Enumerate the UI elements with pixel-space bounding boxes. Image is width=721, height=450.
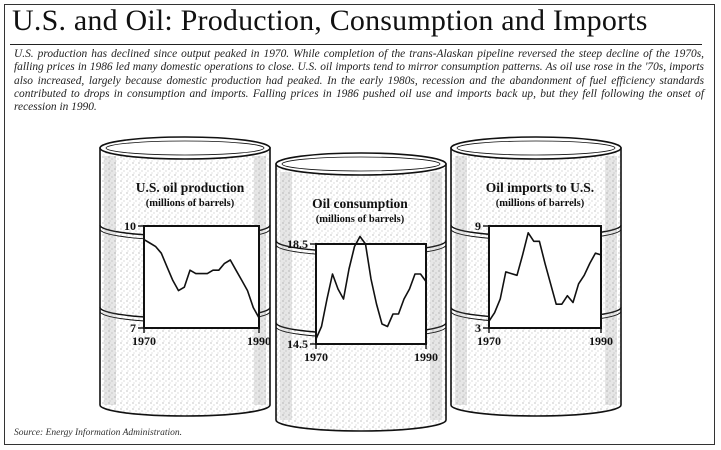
- y-tick-label: 10: [124, 219, 136, 233]
- description-paragraph: U.S. production has declined since outpu…: [14, 48, 704, 114]
- barrel-3: Oil imports to U.S. (millions of barrels)…: [450, 136, 622, 417]
- chart-subtitle: (millions of barrels): [146, 198, 235, 209]
- barrel-shade: [605, 156, 617, 405]
- y-tick-label: 7: [130, 321, 136, 335]
- barrel-shade: [455, 156, 467, 405]
- x-tick-label: 1970: [304, 350, 328, 364]
- x-tick-label: 1970: [132, 334, 156, 348]
- barrel-lid-rim: [105, 140, 265, 156]
- barrel-lid: [450, 136, 622, 160]
- chart-subtitle: (millions of barrels): [316, 214, 405, 225]
- chart-title: U.S. oil production: [136, 180, 245, 195]
- chart-subtitle: (millions of barrels): [496, 198, 585, 209]
- x-tick-label: 1970: [477, 334, 501, 348]
- page-title: U.S. and Oil: Production, Consumption an…: [12, 4, 648, 37]
- x-tick-label: 1990: [414, 350, 438, 364]
- y-tick-label: 18.5: [287, 237, 308, 251]
- barrel-lid-rim: [281, 156, 441, 172]
- barrel-lid: [275, 152, 447, 176]
- y-tick-label: 9: [475, 219, 481, 233]
- barrel-lid: [99, 136, 271, 160]
- title-rule: [10, 44, 702, 45]
- chart-title: Oil imports to U.S.: [486, 180, 594, 195]
- chart-title: Oil consumption: [312, 196, 408, 211]
- x-tick-label: 1990: [589, 334, 613, 348]
- series-line: [488, 232, 602, 322]
- barrel-1: U.S. oil production (millions of barrels)…: [99, 136, 271, 417]
- x-tick-label: 1990: [247, 334, 271, 348]
- barrel-shade: [280, 172, 292, 420]
- barrel-2: Oil consumption (millions of barrels) 18.5…: [275, 152, 447, 432]
- plot-area: [143, 225, 260, 329]
- barrel-shade: [104, 156, 116, 405]
- barrel-lid-rim: [456, 140, 616, 156]
- plot-area: [488, 225, 602, 329]
- series-line: [143, 238, 260, 319]
- y-tick-label: 14.5: [287, 337, 308, 351]
- source-note: Source: Energy Information Administratio…: [14, 428, 182, 438]
- barrel-shade: [430, 172, 442, 420]
- y-tick-label: 3: [475, 321, 481, 335]
- series-line: [315, 235, 427, 340]
- plot-area: [315, 243, 427, 345]
